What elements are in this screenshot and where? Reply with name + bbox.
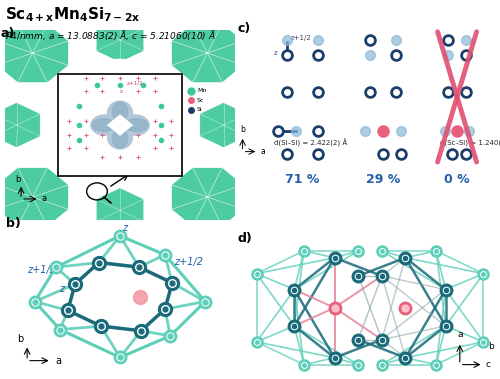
Text: $\mathbf{Sc_{4+x}Mn_4Si_{7-2x}}$: $\mathbf{Sc_{4+x}Mn_4Si_{7-2x}}$ [5,6,140,24]
Text: d(Si–Si) = 2.422(2) Å: d(Si–Si) = 2.422(2) Å [274,139,347,147]
Text: 0 %: 0 % [444,173,470,186]
Polygon shape [106,114,134,136]
Polygon shape [120,114,150,136]
Text: a: a [55,356,61,366]
Text: z+1/2: z+1/2 [27,265,56,275]
Text: 71 %: 71 % [285,173,320,186]
Ellipse shape [48,108,108,161]
Bar [58,74,182,176]
Polygon shape [0,102,40,148]
Text: a: a [457,330,462,339]
Polygon shape [172,167,244,227]
Text: z+1/2: z+1/2 [174,257,203,266]
Polygon shape [107,125,133,150]
Text: $P4/nmm$, $a$ = 13.0883(2) Å, $c$ = 5.21060(10) Å: $P4/nmm$, $a$ = 13.0883(2) Å, $c$ = 5.21… [5,28,216,42]
Text: b): b) [6,217,20,230]
Text: z+1/2: z+1/2 [127,80,144,85]
Text: d): d) [238,232,252,245]
Polygon shape [200,102,248,148]
Text: z: z [120,89,123,94]
Text: d(Sc–Si) = 1.240(2) Å: d(Sc–Si) = 1.240(2) Å [440,139,500,147]
Text: z: z [274,50,278,56]
Text: a: a [42,194,47,204]
Ellipse shape [132,108,192,161]
Text: z+1/2: z+1/2 [290,35,312,41]
Polygon shape [96,188,144,233]
Polygon shape [90,114,120,136]
Polygon shape [0,167,68,227]
Text: a: a [261,147,266,156]
Text: Si: Si [197,107,202,113]
Text: Mn: Mn [197,88,206,94]
Text: b: b [488,342,494,351]
Text: Sc: Sc [197,98,204,103]
Polygon shape [107,100,133,125]
Text: 29 %: 29 % [366,173,400,186]
Polygon shape [92,102,148,148]
Polygon shape [172,23,244,83]
Text: c): c) [238,22,250,35]
Text: b: b [16,334,23,344]
Text: z: z [59,284,64,294]
Ellipse shape [83,59,157,104]
Polygon shape [0,23,68,83]
Ellipse shape [86,142,154,176]
Polygon shape [96,17,144,63]
Text: b: b [15,175,20,184]
Polygon shape [92,102,148,148]
Text: c: c [486,360,491,369]
Text: b: b [240,125,245,134]
Text: z: z [122,223,128,233]
Text: a): a) [0,27,15,39]
